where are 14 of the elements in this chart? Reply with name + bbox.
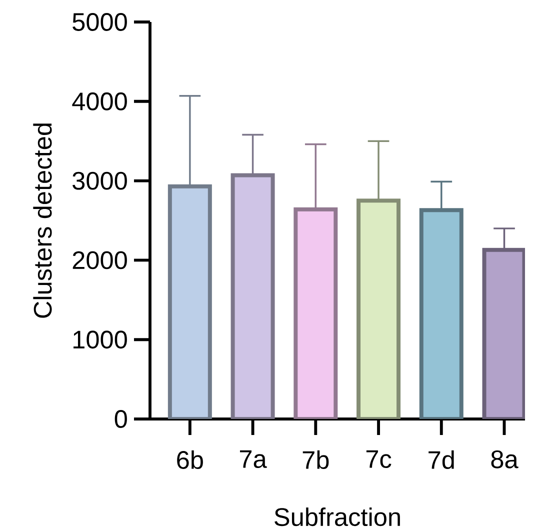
- x-tick-label: 7a: [240, 450, 267, 468]
- x-tick-label: 7c: [366, 450, 392, 468]
- y-tick-label: 1000: [74, 330, 127, 349]
- x-tick-label: 7b: [302, 450, 329, 469]
- x-tick-label: 8a: [491, 450, 518, 468]
- y-tick-label: 3000: [72, 172, 127, 190]
- y-tick-label: 0: [114, 410, 127, 428]
- y-tick-label: 5000: [72, 13, 127, 31]
- y-tick-label: 4000: [72, 92, 127, 110]
- y-tick-label: 2000: [72, 251, 127, 270]
- x-axis-title: Subfraction: [274, 507, 400, 526]
- y-axis-title: Clusters detected: [33, 124, 52, 318]
- x-tick-label: 7d: [428, 450, 454, 469]
- x-tick-label: 6b: [177, 450, 203, 469]
